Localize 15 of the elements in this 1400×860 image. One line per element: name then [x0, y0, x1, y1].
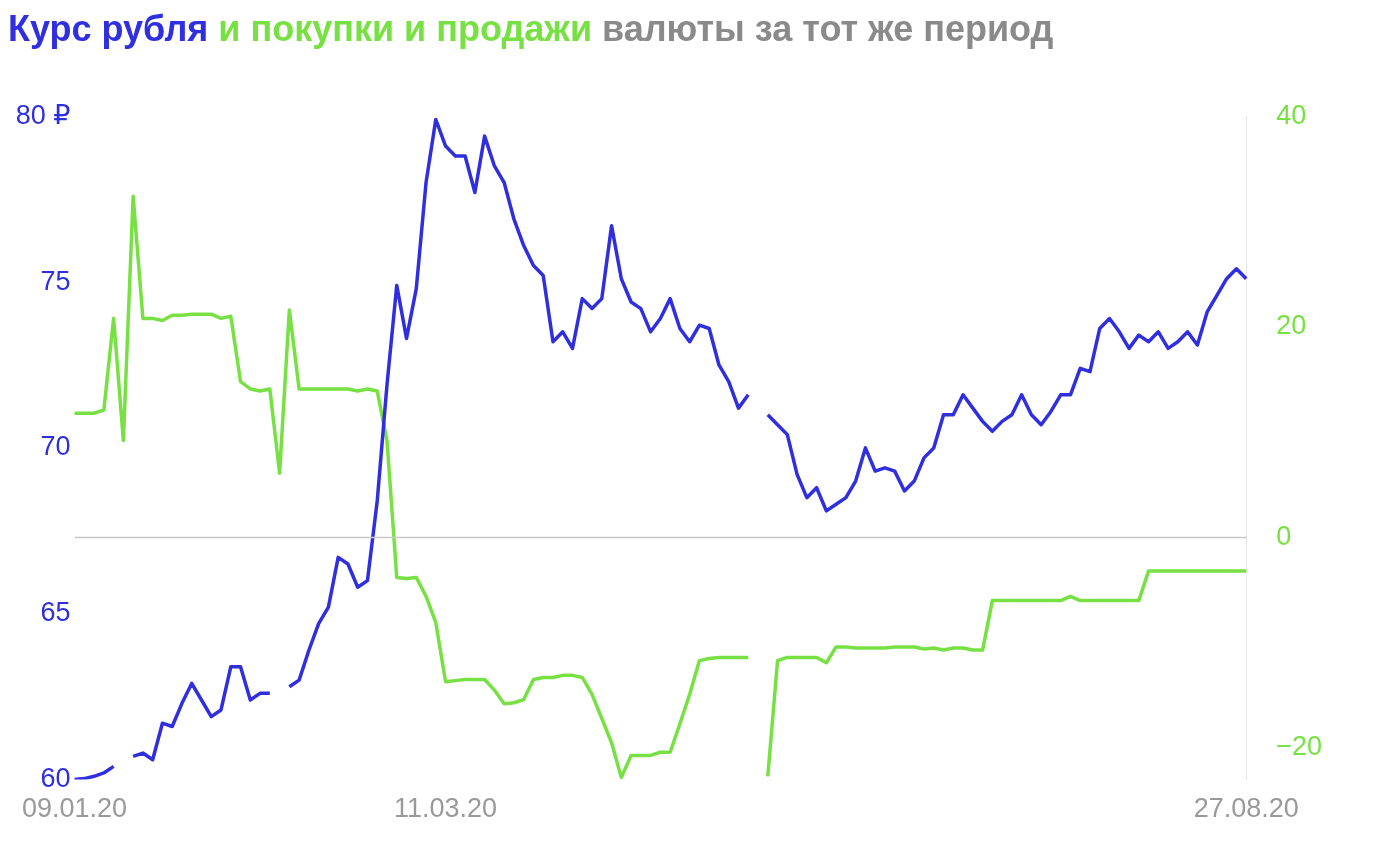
- y-tick-label: 80 ₽: [15, 99, 71, 130]
- y-tick-label: 60: [40, 763, 71, 794]
- y2-tick-label: 40: [1276, 99, 1307, 130]
- y-tick-label: 65: [40, 597, 71, 628]
- x-tick-label: 27.08.20: [1193, 793, 1299, 824]
- text: Курс рубля: [8, 8, 210, 49]
- chart-title: валюты за тот же период: [602, 8, 1054, 49]
- x-tick-label: 09.01.20: [22, 793, 128, 824]
- y2-tick-label: 0: [1276, 520, 1292, 551]
- y-tick-label: 70: [40, 431, 71, 462]
- text: и покупки и продажи: [218, 8, 593, 49]
- y2-tick-label: −20: [1276, 731, 1323, 762]
- x-tick-label: 11.03.20: [394, 793, 498, 824]
- y2-tick-label: 20: [1276, 310, 1307, 341]
- y-tick-label: 75: [40, 265, 71, 296]
